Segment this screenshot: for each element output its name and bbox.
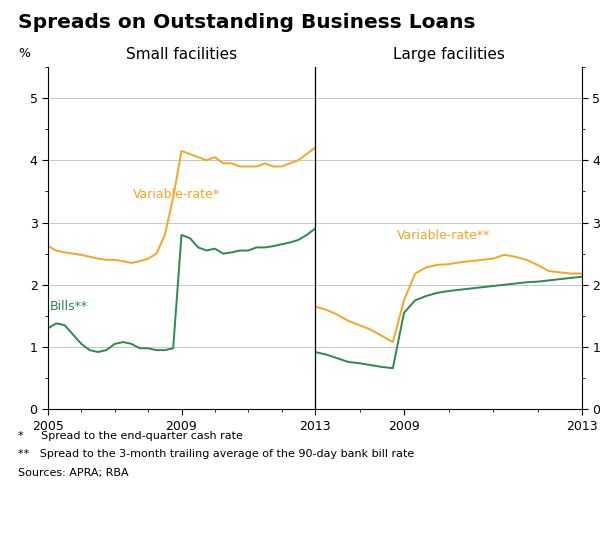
Text: Bills**: Bills**	[50, 300, 88, 313]
Title: Large facilities: Large facilities	[392, 47, 505, 62]
Text: %: %	[19, 47, 31, 60]
Text: Spreads on Outstanding Business Loans: Spreads on Outstanding Business Loans	[18, 13, 476, 33]
Text: *     Spread to the end-quarter cash rate: * Spread to the end-quarter cash rate	[18, 431, 243, 441]
Title: Small facilities: Small facilities	[126, 47, 237, 62]
Text: Variable-rate**: Variable-rate**	[397, 230, 491, 242]
Text: Variable-rate*: Variable-rate*	[133, 188, 220, 201]
Text: **   Spread to the 3-month trailing average of the 90-day bank bill rate: ** Spread to the 3-month trailing averag…	[18, 449, 414, 460]
Text: Sources: APRA; RBA: Sources: APRA; RBA	[18, 468, 128, 478]
